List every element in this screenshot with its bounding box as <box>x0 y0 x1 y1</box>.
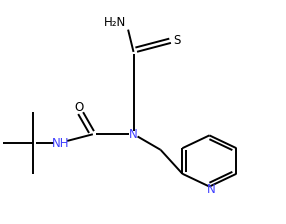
Text: N: N <box>206 183 215 196</box>
Text: N: N <box>129 128 138 141</box>
Text: NH: NH <box>51 137 69 150</box>
Text: H₂N: H₂N <box>104 16 126 29</box>
Text: S: S <box>173 34 180 47</box>
Text: O: O <box>75 101 84 114</box>
